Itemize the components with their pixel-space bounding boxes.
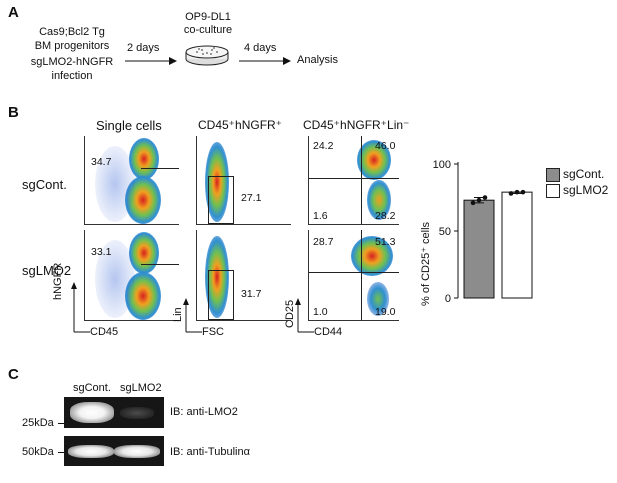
- axis-label-cd25: CD25: [284, 299, 296, 328]
- western-blot-tubulin: [64, 436, 164, 466]
- panel-letter-a: A: [8, 4, 19, 21]
- dish-label-2: co-culture: [183, 24, 233, 36]
- y-tick-label: 0: [445, 293, 451, 303]
- blot-band: [114, 445, 160, 458]
- quadrant-bottom-right: 28.2: [375, 210, 396, 222]
- culture-dish-icon: [185, 45, 229, 66]
- analysis-label: Analysis: [297, 54, 338, 66]
- lane-label-sgcont: sgCont.: [73, 382, 111, 394]
- gate-line: [361, 136, 362, 224]
- cell-population: [351, 236, 393, 276]
- panel-letter-c: C: [8, 366, 19, 383]
- gate-percentage: 34.7: [91, 156, 112, 168]
- cell-population: [367, 180, 391, 220]
- row-label-sglmo2: sgLMO2: [22, 263, 72, 278]
- panel-a-line1: Cas9;Bcl2 Tg: [39, 26, 105, 38]
- lane-label-sglmo2: sgLMO2: [120, 382, 162, 394]
- gate-percentage: 31.7: [241, 288, 262, 300]
- column-title-single-cells: Single cells: [96, 118, 162, 133]
- data-point: [508, 191, 514, 196]
- cell-population: [205, 142, 229, 222]
- gate-box: [208, 176, 234, 224]
- panel-letter-b: B: [8, 104, 19, 121]
- quadrant-bottom-right: 19.0: [375, 306, 396, 318]
- ib-label-tubulin: IB: anti-Tubulinα: [170, 446, 250, 458]
- mw-tick: [58, 423, 64, 424]
- y-tick-label: 50: [439, 226, 451, 238]
- panel-a-line3: sgLMO2-hNGFR: [30, 56, 114, 68]
- blot-band: [120, 407, 154, 419]
- cell-population: [129, 232, 159, 274]
- axis-label-lin: Lin: [172, 307, 184, 322]
- axis-label-fsc: FSC: [202, 326, 224, 338]
- arrow-right-icon: [125, 57, 177, 65]
- western-blot-lmo2: [64, 397, 164, 428]
- gate-box: [208, 270, 234, 320]
- gate-percentage: 33.1: [91, 246, 112, 258]
- mw-label-25kda: 25kDa: [22, 417, 54, 429]
- cell-population: [129, 138, 159, 180]
- gate-line: [141, 168, 179, 169]
- data-point: [482, 195, 488, 200]
- axis-arrow-icon: [295, 298, 314, 333]
- quadrant-bottom-left: 1.6: [313, 210, 328, 222]
- column-title-cd45-hngfr-lin: CD45⁺hNGFR⁺Lin⁻: [303, 118, 410, 132]
- cell-population: [205, 236, 229, 318]
- flow-plot-sglmo2-cd25-cd44: 28.7 51.3 1.0 19.0: [308, 230, 399, 321]
- blot-band: [68, 445, 114, 458]
- flow-plot-sglmo2-lin-fsc: 31.7: [196, 230, 291, 321]
- data-point: [470, 200, 476, 206]
- axis-label-cd45: CD45: [90, 326, 119, 338]
- gate-line: [309, 272, 399, 273]
- flow-plot-sgcont-single-cells: 34.7: [84, 136, 179, 225]
- ib-label-lmo2: IB: anti-LMO2: [170, 406, 238, 418]
- cell-population: [95, 146, 135, 222]
- flow-plot-sglmo2-single-cells: 33.1: [84, 230, 179, 321]
- y-tick-label: 100: [433, 159, 451, 171]
- row-label-sgcont: sgCont.: [22, 177, 67, 192]
- cell-population: [125, 176, 161, 224]
- arrow-right-icon: [239, 57, 291, 65]
- data-point: [514, 189, 520, 195]
- step-1-label: 2 days: [127, 42, 160, 54]
- gate-line: [309, 178, 399, 179]
- panel-a-line4: infection: [51, 70, 93, 82]
- gate-line: [361, 230, 362, 320]
- data-point: [520, 189, 526, 195]
- data-point: [476, 197, 482, 203]
- axis-label-cd44: CD44: [314, 326, 343, 338]
- axis-arrow-icon: [71, 282, 90, 333]
- axis-label-hngfr: hNGFR: [52, 262, 64, 300]
- legend-swatch-sglmo2: [546, 184, 560, 198]
- quadrant-top-right: 51.3: [375, 236, 396, 248]
- bar-sglmo2: [501, 191, 533, 299]
- mw-label-50kda: 50kDa: [22, 446, 54, 458]
- axis-arrow-icon: [183, 298, 202, 333]
- legend-label-sglmo2: sgLMO2: [563, 183, 609, 197]
- gate-line: [141, 264, 179, 265]
- quadrant-top-left: 28.7: [313, 236, 334, 248]
- mw-tick: [58, 452, 64, 453]
- cell-population: [125, 272, 161, 320]
- legend-swatch-sgcont: [546, 168, 560, 182]
- dish-label-1: OP9-DL1: [185, 11, 231, 23]
- cell-population: [95, 240, 135, 318]
- panel-a-line2: BM progenitors: [34, 40, 110, 52]
- cell-population: [357, 140, 391, 180]
- flow-plot-sgcont-cd25-cd44: 24.2 46.0 1.6 28.2: [308, 136, 399, 225]
- legend-label-sgcont: sgCont.: [563, 167, 605, 181]
- quadrant-top-right: 46.0: [375, 140, 396, 152]
- blot-band: [70, 402, 114, 423]
- column-title-cd45-hngfr: CD45⁺hNGFR⁺: [198, 118, 283, 132]
- gate-percentage: 27.1: [241, 192, 262, 204]
- quadrant-bottom-left: 1.0: [313, 306, 328, 318]
- step-2-label: 4 days: [244, 42, 277, 54]
- cell-population: [367, 282, 389, 316]
- bar-sgcont: [463, 199, 495, 299]
- quadrant-top-left: 24.2: [313, 140, 334, 152]
- bar-chart: 0 50 100: [433, 159, 533, 303]
- flow-plot-sgcont-lin-fsc: 27.1: [196, 136, 291, 225]
